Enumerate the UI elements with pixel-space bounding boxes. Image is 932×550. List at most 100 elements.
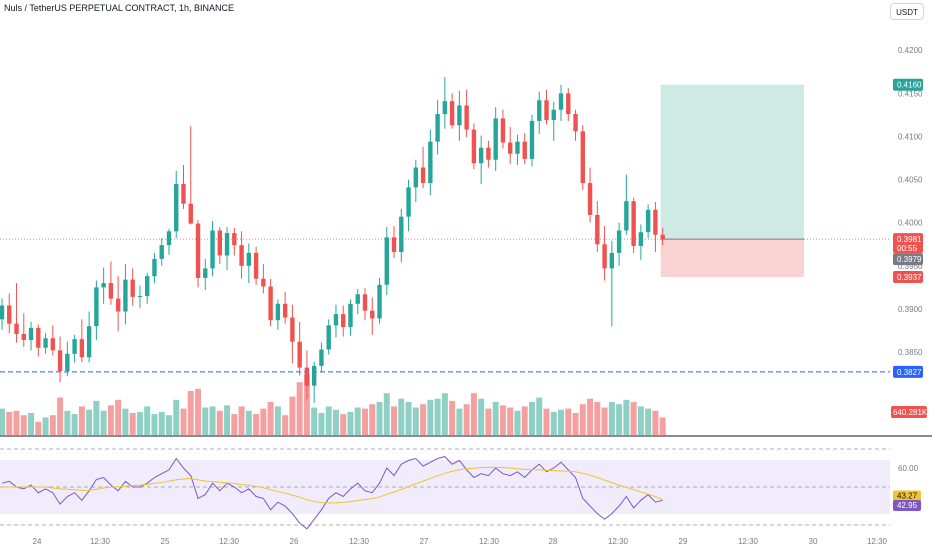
candle-body: [326, 325, 331, 350]
volume-bar: [587, 398, 594, 435]
volume-bar: [180, 408, 187, 435]
volume-bar: [42, 417, 49, 435]
volume-bar: [412, 407, 419, 435]
volume-bar: [6, 411, 13, 435]
volume-bar: [187, 391, 194, 435]
candle-body: [464, 105, 469, 130]
time-axis-tick: 12:30: [738, 537, 759, 546]
volume-bar: [20, 415, 27, 435]
time-axis-tick: 12:30: [219, 537, 240, 546]
rsi-axis-tick: 60.00: [898, 464, 919, 473]
volume-bar: [282, 415, 289, 435]
volume-bar: [28, 413, 35, 435]
volume-bar: [151, 414, 158, 435]
volume-bar: [492, 402, 499, 435]
candle-body: [355, 294, 360, 304]
volume-bar: [594, 402, 601, 435]
rsi-ma-tag-bg: [893, 490, 921, 502]
candle-body: [653, 209, 658, 235]
volume-bar: [630, 402, 637, 435]
volume-bar: [536, 397, 543, 435]
volume-bar: [340, 414, 347, 435]
countdown-tag: 00:55: [897, 244, 918, 253]
volume-bar: [652, 410, 659, 435]
price-axis-tick: 0.4150: [898, 89, 923, 98]
candle-body: [108, 283, 114, 299]
candle-body: [21, 333, 26, 340]
volume-bar: [64, 410, 71, 435]
volume-bar: [107, 405, 114, 435]
candle-body: [413, 167, 419, 188]
price-axis-tick: 0.4100: [898, 132, 923, 141]
candle-body: [57, 350, 63, 372]
support-price-tag-bg: [893, 365, 923, 378]
last-price-tag-bg: [893, 233, 923, 254]
volume-bar: [514, 410, 521, 435]
rsi-value-tag: 42.95: [897, 501, 918, 510]
candle-body: [217, 230, 222, 256]
volume-bar: [267, 402, 274, 435]
stop-price-tag-bg: [893, 271, 923, 284]
volume-bar: [601, 407, 608, 435]
candle-body: [181, 183, 186, 204]
candle-body: [384, 237, 389, 285]
candle-body: [282, 303, 288, 318]
candle-body: [174, 183, 179, 232]
volume-bar: [528, 402, 535, 435]
volume-bar: [238, 406, 245, 435]
candle-body: [537, 100, 542, 121]
candle-body: [428, 141, 433, 184]
candle-body: [362, 294, 368, 311]
volume-tag: 640.281K: [893, 408, 928, 417]
symbol-title: Nuls / TetherUS PERPETUAL CONTRACT, 1h, …: [4, 3, 235, 13]
rsi-ma-line: [2, 466, 663, 504]
candle-body: [14, 323, 19, 334]
volume-bar: [376, 402, 383, 435]
candle-body: [195, 223, 201, 278]
candle-body: [471, 129, 477, 164]
candle-body: [493, 118, 498, 160]
volume-bar: [478, 398, 485, 435]
volume-bar: [136, 411, 143, 435]
candle-body: [587, 183, 593, 215]
volume-bar: [391, 406, 398, 435]
candle-body: [72, 339, 77, 354]
stop-zone: [660, 239, 804, 278]
candle-body: [391, 237, 397, 253]
currency-button[interactable]: USDT: [890, 3, 924, 20]
candle-body: [311, 365, 317, 386]
volume-bar: [623, 399, 630, 435]
candle-body: [115, 298, 121, 312]
time-axis-tick: 25: [161, 537, 170, 546]
candle-body: [246, 252, 252, 266]
candle-body: [442, 101, 448, 115]
candle-body: [631, 201, 636, 246]
volume-bar: [398, 398, 405, 435]
candle-body: [522, 141, 527, 159]
candle-body: [7, 305, 12, 324]
price-axis-tick: 0.3850: [898, 348, 923, 357]
volume-bar: [144, 406, 151, 435]
candle-body: [624, 201, 629, 231]
volume-bar: [369, 404, 376, 435]
volume-bar: [224, 405, 231, 435]
price-axis-tick: 0.4050: [898, 176, 923, 185]
volume-bar: [115, 399, 122, 435]
volume-bar: [216, 410, 223, 435]
volume-bar: [245, 410, 252, 435]
time-axis-tick: 26: [290, 537, 299, 546]
volume-bar: [93, 400, 100, 435]
candle-body: [86, 326, 92, 358]
candle-body: [580, 131, 585, 184]
candle-body: [616, 230, 622, 253]
candle-body: [0, 305, 5, 320]
volume-bar: [543, 408, 550, 435]
candle-body: [449, 101, 455, 126]
time-axis-tick: 12:30: [608, 537, 629, 546]
candle-body: [275, 303, 281, 321]
candle-body: [232, 233, 237, 246]
volume-bar: [485, 408, 492, 435]
candle-body: [558, 93, 564, 110]
time-axis-tick: 12:30: [867, 537, 888, 546]
